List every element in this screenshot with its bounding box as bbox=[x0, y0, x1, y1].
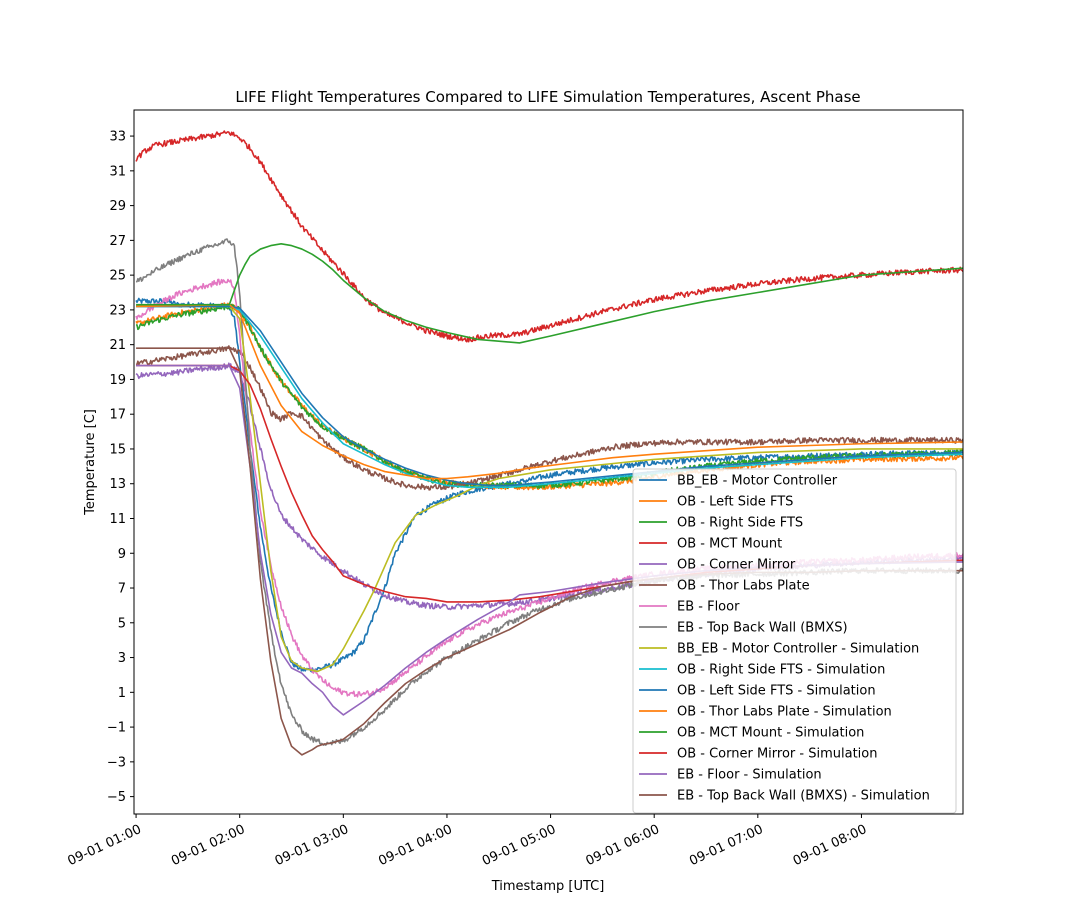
series-line-3 bbox=[135, 130, 963, 343]
y-tick-label: 33 bbox=[109, 130, 126, 145]
legend-label: EB - Top Back Wall (BMXS) - Simulation bbox=[677, 789, 930, 804]
y-tick-label: 15 bbox=[109, 442, 126, 457]
legend-box bbox=[632, 468, 957, 814]
legend-label: EB - Top Back Wall (BMXS) bbox=[677, 621, 848, 636]
legend-label: BB_EB - Motor Controller bbox=[677, 474, 838, 489]
y-tick-label: 29 bbox=[109, 199, 126, 214]
legend-label: OB - Thor Labs Plate bbox=[677, 579, 810, 594]
series-line-5 bbox=[136, 345, 963, 491]
series-line-10 bbox=[136, 305, 963, 487]
y-axis-title: Temperature [C] bbox=[83, 409, 98, 516]
series-layer bbox=[135, 130, 963, 756]
legend-label: EB - Floor bbox=[677, 600, 740, 615]
legend-label: OB - Corner Mirror - Simulation bbox=[677, 747, 877, 762]
y-tick-label: −3 bbox=[107, 755, 126, 770]
y-tick-label: 1 bbox=[118, 686, 126, 701]
series-line-9 bbox=[136, 305, 963, 489]
y-tick-label: 19 bbox=[109, 373, 126, 388]
y-tick-label: 9 bbox=[118, 547, 126, 562]
y-tick-label: 23 bbox=[109, 303, 126, 318]
y-tick-label: 13 bbox=[109, 477, 126, 492]
legend-label: OB - Right Side FTS bbox=[677, 516, 803, 531]
y-tick-label: 31 bbox=[109, 164, 126, 179]
series-line-12 bbox=[136, 243, 963, 344]
y-tick-label: −5 bbox=[107, 790, 126, 805]
legend-label: OB - Right Side FTS - Simulation bbox=[677, 663, 885, 678]
y-tick-label: 3 bbox=[118, 651, 126, 666]
y-tick-label: 17 bbox=[109, 408, 126, 423]
legend-label: EB - Floor - Simulation bbox=[677, 768, 822, 783]
series-line-8 bbox=[136, 305, 963, 673]
x-axis-title: Timestamp [UTC] bbox=[491, 879, 605, 894]
legend-label: BB_EB - Motor Controller - Simulation bbox=[677, 642, 919, 657]
y-tick-label: 21 bbox=[109, 338, 126, 353]
y-tick-label: 27 bbox=[109, 234, 126, 249]
chart-title: LIFE Flight Temperatures Compared to LIF… bbox=[235, 88, 860, 106]
legend-label: OB - Thor Labs Plate - Simulation bbox=[677, 705, 892, 720]
legend-label: OB - MCT Mount bbox=[677, 537, 782, 552]
y-tick-label: 25 bbox=[109, 269, 126, 284]
legend-label: OB - Left Side FTS - Simulation bbox=[677, 684, 876, 699]
legend-label: OB - Corner Mirror bbox=[677, 558, 796, 573]
plot-frame bbox=[133, 109, 964, 815]
legend-label: OB - Left Side FTS bbox=[677, 495, 793, 510]
y-tick-label: −1 bbox=[107, 721, 126, 736]
y-tick-label: 5 bbox=[118, 616, 126, 631]
legend: BB_EB - Motor Controller OB - Left Side F… bbox=[632, 468, 957, 814]
series-line-11 bbox=[136, 303, 963, 480]
y-tick-label: 7 bbox=[118, 582, 126, 597]
legend-label: OB - MCT Mount - Simulation bbox=[677, 726, 864, 741]
y-tick-label: 11 bbox=[109, 512, 126, 527]
